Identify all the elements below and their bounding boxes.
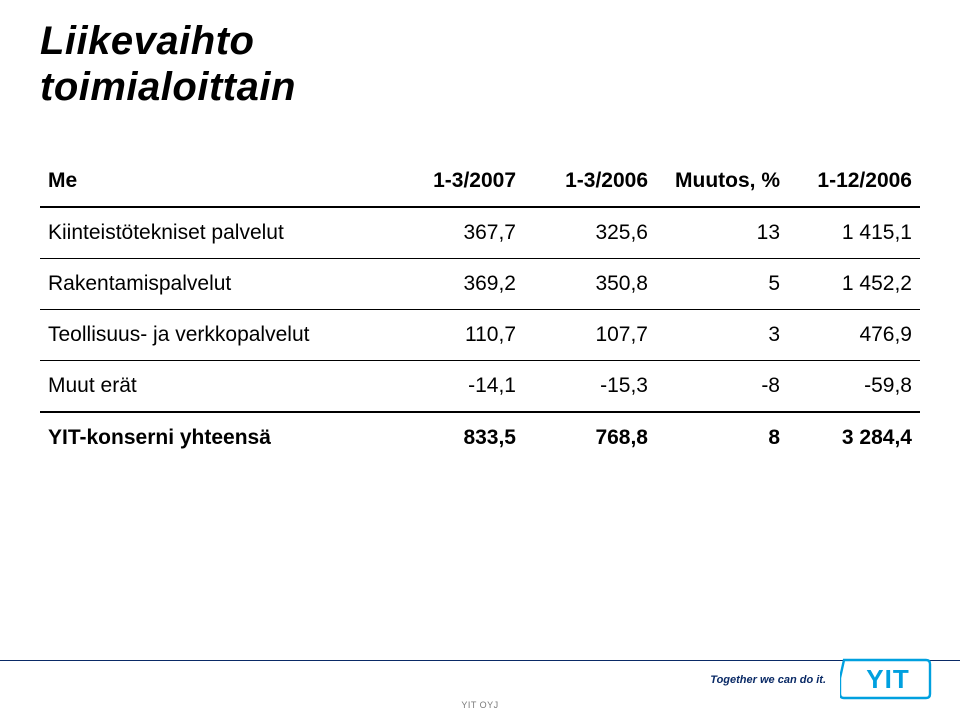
total-cell: 8	[656, 412, 788, 463]
cell: 369,2	[392, 259, 524, 310]
table-row: Muut erät -14,1 -15,3 -8 -59,8	[40, 361, 920, 413]
col-header: 1-12/2006	[788, 156, 920, 207]
col-header: 1-3/2006	[524, 156, 656, 207]
row-label: Kiinteistötekniset palvelut	[40, 207, 392, 259]
svg-text:YIT: YIT	[866, 664, 909, 694]
total-cell: 833,5	[392, 412, 524, 463]
footer-divider	[0, 660, 960, 661]
table-total-row: YIT-konserni yhteensä 833,5 768,8 8 3 28…	[40, 412, 920, 463]
total-cell: 3 284,4	[788, 412, 920, 463]
title-line-2: toimialoittain	[40, 65, 296, 109]
table-row: Rakentamispalvelut 369,2 350,8 5 1 452,2	[40, 259, 920, 310]
cell: -14,1	[392, 361, 524, 413]
row-label: Muut erät	[40, 361, 392, 413]
data-table-container: Me 1-3/2007 1-3/2006 Muutos, % 1-12/2006…	[40, 156, 920, 463]
footer-company: YIT OYJ	[461, 700, 498, 710]
col-header: Muutos, %	[656, 156, 788, 207]
data-table: Me 1-3/2007 1-3/2006 Muutos, % 1-12/2006…	[40, 156, 920, 463]
slide-footer: YIT OYJ Together we can do it. YIT	[0, 646, 960, 716]
yit-logo: YIT	[840, 656, 932, 700]
yit-logo-icon: YIT	[840, 656, 932, 700]
cell: 110,7	[392, 310, 524, 361]
cell: 367,7	[392, 207, 524, 259]
row-label: Teollisuus- ja verkkopalvelut	[40, 310, 392, 361]
cell: 350,8	[524, 259, 656, 310]
row-label: Rakentamispalvelut	[40, 259, 392, 310]
cell: -8	[656, 361, 788, 413]
cell: -59,8	[788, 361, 920, 413]
cell: 325,6	[524, 207, 656, 259]
col-header: Me	[40, 156, 392, 207]
total-cell: 768,8	[524, 412, 656, 463]
cell: 1 452,2	[788, 259, 920, 310]
cell: -15,3	[524, 361, 656, 413]
cell: 13	[656, 207, 788, 259]
table-row: Kiinteistötekniset palvelut 367,7 325,6 …	[40, 207, 920, 259]
table-header-row: Me 1-3/2007 1-3/2006 Muutos, % 1-12/2006	[40, 156, 920, 207]
total-label: YIT-konserni yhteensä	[40, 412, 392, 463]
cell: 1 415,1	[788, 207, 920, 259]
footer-tagline: Together we can do it.	[710, 674, 826, 686]
cell: 5	[656, 259, 788, 310]
table-row: Teollisuus- ja verkkopalvelut 110,7 107,…	[40, 310, 920, 361]
cell: 476,9	[788, 310, 920, 361]
slide-title: Liikevaihto toimialoittain	[40, 18, 920, 110]
col-header: 1-3/2007	[392, 156, 524, 207]
cell: 3	[656, 310, 788, 361]
cell: 107,7	[524, 310, 656, 361]
slide: Liikevaihto toimialoittain Me 1-3/2007 1…	[0, 0, 960, 716]
title-line-1: Liikevaihto	[40, 19, 254, 63]
